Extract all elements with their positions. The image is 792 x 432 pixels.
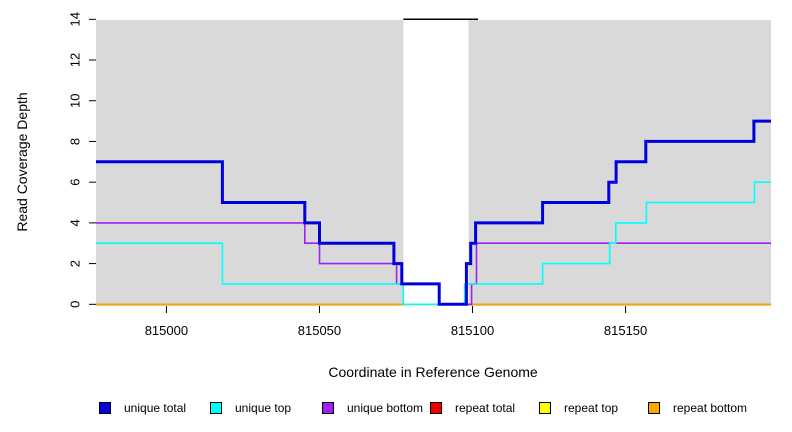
legend-label: unique top [235, 401, 292, 415]
legend-swatch-unique-top [210, 402, 222, 414]
legend-item-repeat-top: repeat top [539, 401, 618, 415]
x-tick-label: 815050 [298, 323, 341, 338]
legend-item-repeat-total: repeat total [430, 401, 515, 415]
legend-swatch-repeat-total [430, 402, 442, 414]
x-tick-label: 815100 [451, 323, 494, 338]
legend-swatch-repeat-bottom [648, 402, 660, 414]
repeat-mask-band [403, 20, 469, 306]
legend-item-unique-top: unique top [210, 401, 291, 415]
legend-item-unique-bottom: unique bottom [322, 401, 423, 415]
y-axis-title: Read Coverage Depth [14, 92, 30, 232]
legend-item-unique-total: unique total [99, 401, 186, 415]
legend-label: unique total [124, 401, 187, 415]
y-tick-label: 0 [67, 301, 82, 308]
legend-item-repeat-bottom: repeat bottom [648, 401, 747, 415]
legend-label: unique bottom [347, 401, 424, 415]
legend-label: repeat bottom [673, 401, 748, 415]
y-tick-label: 14 [67, 12, 82, 26]
x-tick-label: 815000 [145, 323, 188, 338]
legend-label: repeat top [564, 401, 619, 415]
x-axis-title: Coordinate in Reference Genome [328, 364, 538, 380]
series-line-unique-total [96, 119, 771, 306]
y-tick-label: 10 [67, 93, 82, 107]
legend-swatch-unique-total [99, 402, 111, 414]
legend-swatch-repeat-top [539, 402, 551, 414]
series-line-unique-top [96, 181, 771, 306]
x-tick-label: 815150 [604, 323, 647, 338]
y-tick-label: 12 [67, 53, 82, 67]
legend-swatch-unique-bottom [322, 402, 334, 414]
y-tick-label: 8 [67, 138, 82, 145]
y-tick-label: 4 [67, 219, 82, 226]
legend-label: repeat total [455, 401, 516, 415]
y-tick-label: 6 [67, 179, 82, 186]
y-tick-label: 2 [67, 260, 82, 267]
